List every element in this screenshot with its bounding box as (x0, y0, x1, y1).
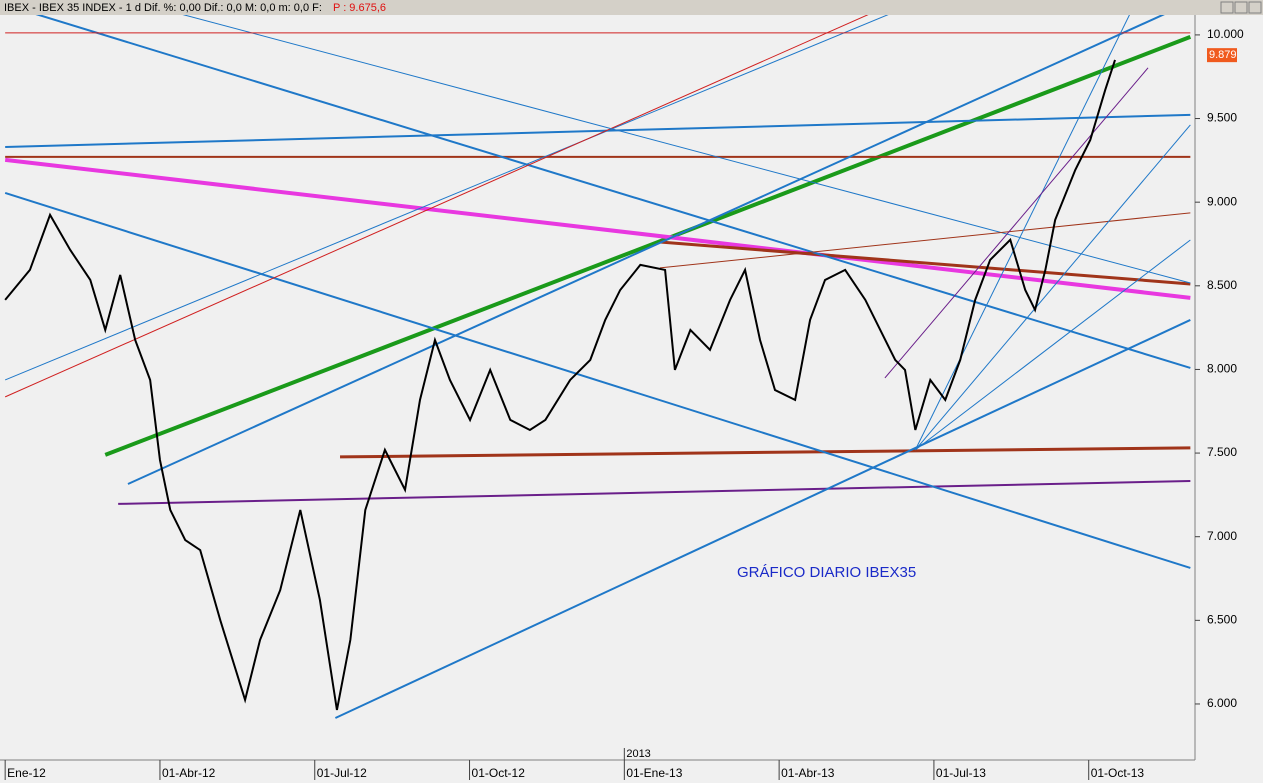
trendline (4, 192, 1191, 569)
trendline (915, 239, 1191, 451)
minimize-button[interactable] (1220, 1, 1234, 14)
period-marker: 2013 (626, 748, 650, 760)
trendline (340, 446, 1191, 459)
annotation: GRÁFICO DIARIO IBEX35 (737, 564, 916, 581)
trendline (884, 67, 1149, 379)
trendline (4, 157, 1191, 300)
x-tick-label: 01-Abr-13 (781, 766, 835, 780)
y-tick-label: 9.500 (1207, 111, 1237, 125)
y-tick-label: 7.000 (1207, 529, 1237, 543)
x-tick-label: 01-Abr-12 (162, 766, 216, 780)
last-price-label: 9.879 (1209, 49, 1237, 61)
trendline (334, 319, 1191, 719)
trendline (35, 15, 1191, 369)
trendline (914, 124, 1191, 451)
trendline (914, 15, 1130, 451)
trendline (104, 35, 1192, 457)
trendline (4, 15, 889, 381)
x-tick-label: 01-Jul-12 (317, 766, 367, 780)
y-tick-label: 8.500 (1207, 278, 1237, 292)
plot-area (0, 15, 1195, 760)
chart-title: IBEX - IBEX 35 INDEX - 1 d Dif. %: 0,00 … (4, 2, 322, 14)
trendline (659, 240, 1191, 286)
y-tick-label: 6.000 (1207, 696, 1237, 710)
trendline (4, 15, 869, 398)
y-tick-label: 8.000 (1207, 362, 1237, 376)
x-tick-label: 01-Oct-13 (1091, 766, 1145, 780)
y-tick-label: 9.000 (1207, 194, 1237, 208)
trendline (182, 15, 1191, 284)
close-button[interactable] (1248, 1, 1262, 14)
x-tick-label: 01-Jul-13 (936, 766, 986, 780)
last-price-box (1207, 48, 1237, 63)
x-tick-label: Ene-12 (7, 766, 46, 780)
y-axis-area (1195, 15, 1263, 783)
maximize-button[interactable] (1234, 1, 1248, 14)
y-tick-label: 6.500 (1207, 613, 1237, 627)
x-tick-label: 01-Oct-12 (472, 766, 526, 780)
x-tick-label: 01-Ene-13 (626, 766, 682, 780)
trendline (5, 113, 1191, 148)
x-axis-area (0, 760, 1195, 783)
trendline (118, 480, 1191, 505)
price-line (4, 59, 1116, 711)
chart-subtitle: P : 9.675,6 (333, 2, 386, 14)
y-tick-label: 10.000 (1207, 27, 1244, 41)
trendline (127, 15, 1165, 485)
title-bar (0, 0, 1263, 15)
window-buttons (1220, 1, 1262, 14)
trendline (659, 212, 1191, 269)
y-tick-label: 7.500 (1207, 445, 1237, 459)
